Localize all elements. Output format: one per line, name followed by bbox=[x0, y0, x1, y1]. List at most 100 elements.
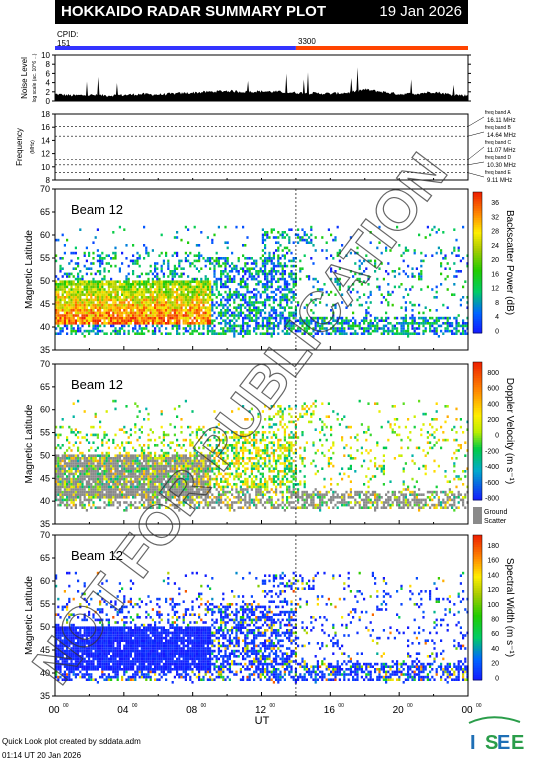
power-cell bbox=[292, 285, 295, 289]
velocity-cell bbox=[209, 438, 212, 442]
power-cell bbox=[211, 327, 214, 330]
power-cell bbox=[140, 327, 143, 330]
velocity-cell bbox=[191, 496, 194, 499]
power-cell bbox=[266, 319, 269, 322]
power-cell bbox=[112, 296, 115, 299]
power-cell bbox=[193, 285, 196, 289]
velocity-cell bbox=[217, 444, 220, 447]
velocity-cell bbox=[187, 425, 190, 429]
power-cell bbox=[57, 277, 60, 281]
power-cell bbox=[233, 298, 236, 302]
velocity-cell bbox=[178, 457, 181, 460]
velocity-cell bbox=[140, 457, 143, 460]
power-cell bbox=[459, 270, 462, 273]
power-cell bbox=[204, 322, 207, 325]
velocity-cell bbox=[165, 496, 168, 499]
power-cell bbox=[378, 327, 381, 330]
velocity-cell bbox=[198, 490, 201, 494]
velocity-cell bbox=[147, 503, 150, 507]
velocity-cell bbox=[246, 485, 249, 489]
power-cell bbox=[140, 301, 143, 304]
velocity-cell bbox=[244, 433, 247, 437]
power-cell bbox=[455, 327, 458, 330]
power-cell bbox=[244, 280, 247, 283]
power-cell bbox=[279, 277, 282, 281]
velocity-cell bbox=[61, 493, 64, 496]
velocity-cell bbox=[136, 477, 139, 481]
power-cell bbox=[217, 257, 220, 260]
power-cell bbox=[195, 329, 198, 333]
power-cell bbox=[374, 324, 377, 328]
power-cell bbox=[184, 322, 187, 325]
velocity-cell bbox=[162, 457, 165, 460]
power-cell bbox=[261, 301, 264, 304]
power-cell bbox=[385, 324, 388, 328]
power-cell bbox=[255, 324, 258, 328]
velocity-cell bbox=[149, 428, 152, 431]
power-cell bbox=[127, 303, 130, 307]
velocity-cell bbox=[121, 488, 124, 491]
power-cell bbox=[404, 322, 407, 325]
power-cell bbox=[332, 314, 335, 317]
power-colorbar-step bbox=[473, 201, 482, 205]
velocity-cell bbox=[242, 480, 245, 483]
velocity-cell bbox=[231, 444, 234, 447]
power-cell bbox=[312, 311, 315, 315]
power-cell bbox=[195, 293, 198, 296]
power-cell bbox=[92, 257, 95, 260]
power-cell bbox=[255, 327, 258, 330]
power-cell bbox=[224, 314, 227, 317]
power-cell bbox=[206, 316, 209, 320]
power-cell bbox=[279, 322, 282, 325]
velocity-cell bbox=[110, 462, 113, 465]
power-cell bbox=[266, 296, 269, 299]
power-cell bbox=[189, 314, 192, 317]
power-cell bbox=[187, 309, 190, 312]
power-cell bbox=[415, 332, 418, 335]
velocity-cell bbox=[94, 467, 97, 470]
power-cell bbox=[136, 288, 139, 291]
velocity-cell bbox=[239, 480, 242, 483]
velocity-cell bbox=[246, 506, 249, 509]
power-cell bbox=[191, 285, 194, 289]
power-cell bbox=[248, 257, 251, 260]
velocity-cell bbox=[85, 493, 88, 496]
velocity-cell bbox=[72, 475, 75, 478]
power-cell bbox=[79, 327, 82, 330]
power-cell bbox=[68, 314, 71, 317]
velocity-cell bbox=[138, 488, 141, 491]
power-cell bbox=[176, 322, 179, 325]
velocity-cell bbox=[193, 470, 196, 473]
velocity-cell bbox=[83, 475, 86, 478]
power-cell bbox=[187, 316, 190, 320]
velocity-cell bbox=[59, 503, 62, 507]
velocity-cell bbox=[61, 470, 64, 473]
velocity-cell bbox=[246, 438, 249, 442]
power-cell bbox=[94, 236, 97, 239]
velocity-cell bbox=[191, 490, 194, 494]
velocity-cell bbox=[191, 459, 194, 463]
velocity-cell bbox=[118, 451, 121, 455]
power-cell bbox=[154, 288, 157, 291]
power-colorbar-step bbox=[473, 283, 482, 287]
velocity-cell bbox=[143, 475, 146, 478]
power-cell bbox=[314, 322, 317, 325]
velocity-cell bbox=[257, 415, 260, 418]
power-cell bbox=[85, 301, 88, 304]
velocity-cell bbox=[77, 470, 80, 473]
power-cell bbox=[387, 303, 390, 307]
velocity-cell bbox=[244, 496, 247, 499]
power-cell bbox=[61, 233, 64, 237]
power-cell bbox=[367, 259, 370, 263]
velocity-cell bbox=[169, 470, 172, 473]
power-cell bbox=[402, 322, 405, 325]
power-cell bbox=[129, 319, 132, 322]
velocity-cell bbox=[231, 472, 234, 476]
velocity-cell bbox=[200, 485, 203, 489]
power-cell bbox=[134, 319, 137, 322]
power-cell bbox=[182, 288, 185, 291]
velocity-cell bbox=[72, 485, 75, 489]
velocity-cell bbox=[182, 457, 185, 460]
velocity-cell bbox=[79, 470, 82, 473]
power-cell bbox=[99, 272, 102, 276]
